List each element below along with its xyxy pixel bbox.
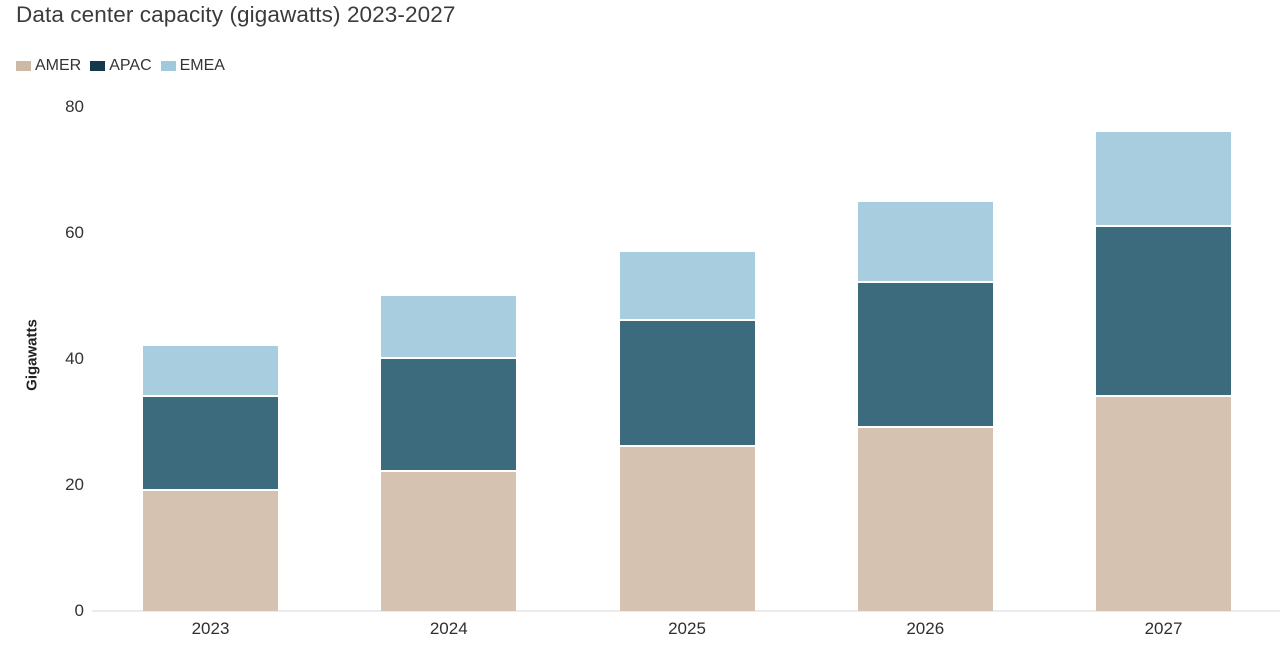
- bar-2027: [1096, 132, 1231, 611]
- legend-label: EMEA: [179, 57, 225, 74]
- legend-label: AMER: [35, 57, 82, 74]
- bar-segment-emea-2024: [381, 296, 517, 360]
- legend-item-emea: EMEA: [160, 57, 225, 75]
- legend-label: APAC: [109, 57, 152, 74]
- bar-segment-emea-2025: [619, 251, 755, 322]
- bar-2024: [381, 296, 517, 611]
- x-tick-label: 2024: [429, 619, 468, 638]
- legend-swatch-emea: [160, 61, 176, 71]
- bar-segment-apac-2027: [1096, 226, 1231, 397]
- y-tick-label: 0: [74, 601, 84, 620]
- legend-swatch-amer: [16, 61, 31, 71]
- x-tick-label: 2025: [668, 619, 706, 638]
- bar-segment-amer-2026: [857, 428, 993, 611]
- x-tick-label: 2027: [1144, 619, 1183, 638]
- x-axis-baseline: [92, 610, 1280, 612]
- bar-segment-emea-2027: [1096, 132, 1231, 227]
- bar-segment-amer-2024: [381, 472, 517, 611]
- legend: AMER APAC EMEA: [16, 57, 225, 75]
- bar-segment-emea-2026: [857, 201, 993, 284]
- y-tick-label: 20: [65, 475, 84, 494]
- x-tick-label: 2023: [191, 619, 230, 638]
- legend-item-amer: AMER: [16, 57, 81, 75]
- bar-2023: [143, 346, 278, 611]
- bar-2025: [619, 251, 755, 611]
- bar-2026: [857, 201, 993, 611]
- y-tick-label: 60: [65, 223, 84, 242]
- bar-segment-amer-2027: [1096, 396, 1231, 611]
- y-tick-label: 40: [65, 349, 84, 368]
- y-axis-label: Gigawatts: [23, 319, 41, 391]
- chart-title: Data center capacity (gigawatts) 2023-20…: [16, 2, 456, 27]
- bar-segment-amer-2025: [619, 447, 755, 611]
- bar-segment-apac-2023: [143, 396, 278, 492]
- legend-swatch-apac: [90, 61, 106, 71]
- legend-item-apac: APAC: [90, 57, 152, 75]
- y-tick-label: 80: [65, 97, 84, 116]
- bar-segment-emea-2023: [143, 346, 278, 397]
- bar-segment-apac-2026: [857, 283, 993, 429]
- x-tick-label: 2026: [906, 619, 945, 638]
- bar-segment-amer-2023: [143, 491, 278, 611]
- bar-segment-apac-2025: [619, 321, 755, 448]
- bar-segment-apac-2024: [381, 359, 517, 473]
